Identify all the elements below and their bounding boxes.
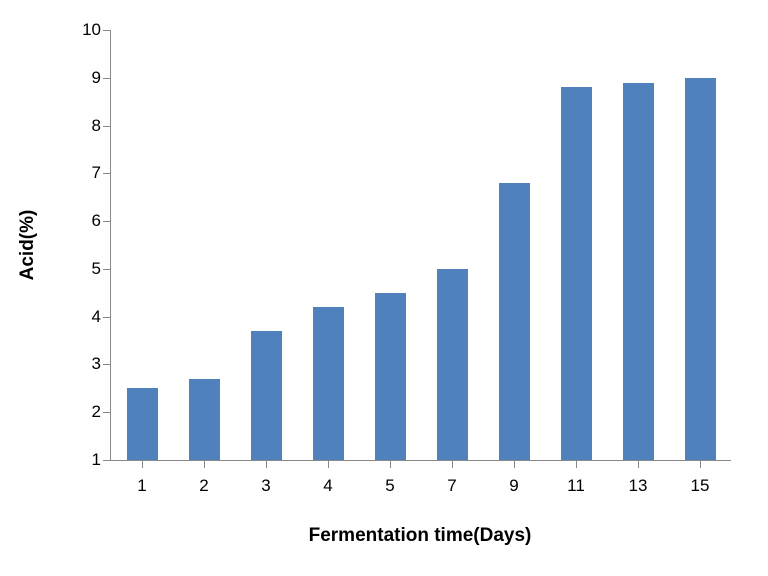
y-tick-label: 7 [71,163,101,183]
y-tick [103,126,111,127]
x-tick-label: 2 [199,476,208,496]
x-tick-label: 9 [509,476,518,496]
bar [499,183,530,460]
y-tick-label: 5 [71,259,101,279]
y-tick-label: 9 [71,68,101,88]
y-axis-title: Acid(%) [17,210,39,281]
y-tick-label: 1 [71,450,101,470]
bar [375,293,406,460]
x-tick [390,460,391,468]
x-tick-label: 15 [691,476,710,496]
x-tick [576,460,577,468]
bar [189,379,220,460]
y-tick-label: 3 [71,354,101,374]
x-tick [328,460,329,468]
y-tick [103,269,111,270]
x-tick-label: 4 [323,476,332,496]
bar [623,83,654,460]
y-tick-label: 4 [71,307,101,327]
x-tick-label: 3 [261,476,270,496]
bar [685,78,716,460]
chart-container: 123456789101234579111315 Acid(%) Ferment… [0,0,768,576]
y-tick [103,317,111,318]
x-tick-label: 5 [385,476,394,496]
x-tick-label: 1 [137,476,146,496]
x-tick [452,460,453,468]
plot-area: 123456789101234579111315 [110,30,731,461]
y-tick-label: 10 [71,20,101,40]
y-tick-label: 2 [71,402,101,422]
y-tick-label: 8 [71,116,101,136]
x-tick [514,460,515,468]
y-tick [103,30,111,31]
y-tick [103,460,111,461]
bar [251,331,282,460]
x-tick-label: 13 [629,476,648,496]
y-tick [103,173,111,174]
bar [437,269,468,460]
y-tick [103,78,111,79]
x-tick-label: 11 [567,476,585,496]
y-tick-label: 6 [71,211,101,231]
bar [313,307,344,460]
y-tick [103,221,111,222]
x-axis-title: Fermentation time(Days) [309,525,532,547]
bar [561,87,592,460]
y-tick [103,364,111,365]
x-tick-label: 7 [447,476,456,496]
x-tick [266,460,267,468]
x-tick [700,460,701,468]
x-tick [204,460,205,468]
x-tick [142,460,143,468]
x-tick [638,460,639,468]
bar [127,388,158,460]
y-tick [103,412,111,413]
